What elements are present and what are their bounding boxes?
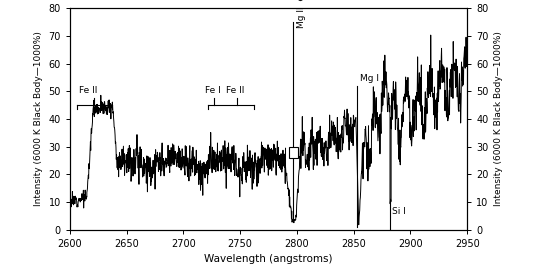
Text: Fe II: Fe II bbox=[227, 87, 245, 95]
Bar bbox=[289, 147, 298, 158]
Text: Si I: Si I bbox=[392, 207, 406, 216]
Y-axis label: Intensity (6000 K Black Body—1000%): Intensity (6000 K Black Body—1000%) bbox=[34, 32, 43, 206]
Text: Mg II  emission: Mg II emission bbox=[297, 0, 306, 28]
Text: Fe II: Fe II bbox=[79, 87, 97, 95]
X-axis label: Wavelength (angstroms): Wavelength (angstroms) bbox=[204, 254, 333, 264]
Text: Fe I: Fe I bbox=[205, 87, 221, 95]
Y-axis label: Intensity (6000 K Black Body—1000%): Intensity (6000 K Black Body—1000%) bbox=[494, 32, 503, 206]
Text: Mg I: Mg I bbox=[360, 74, 380, 83]
